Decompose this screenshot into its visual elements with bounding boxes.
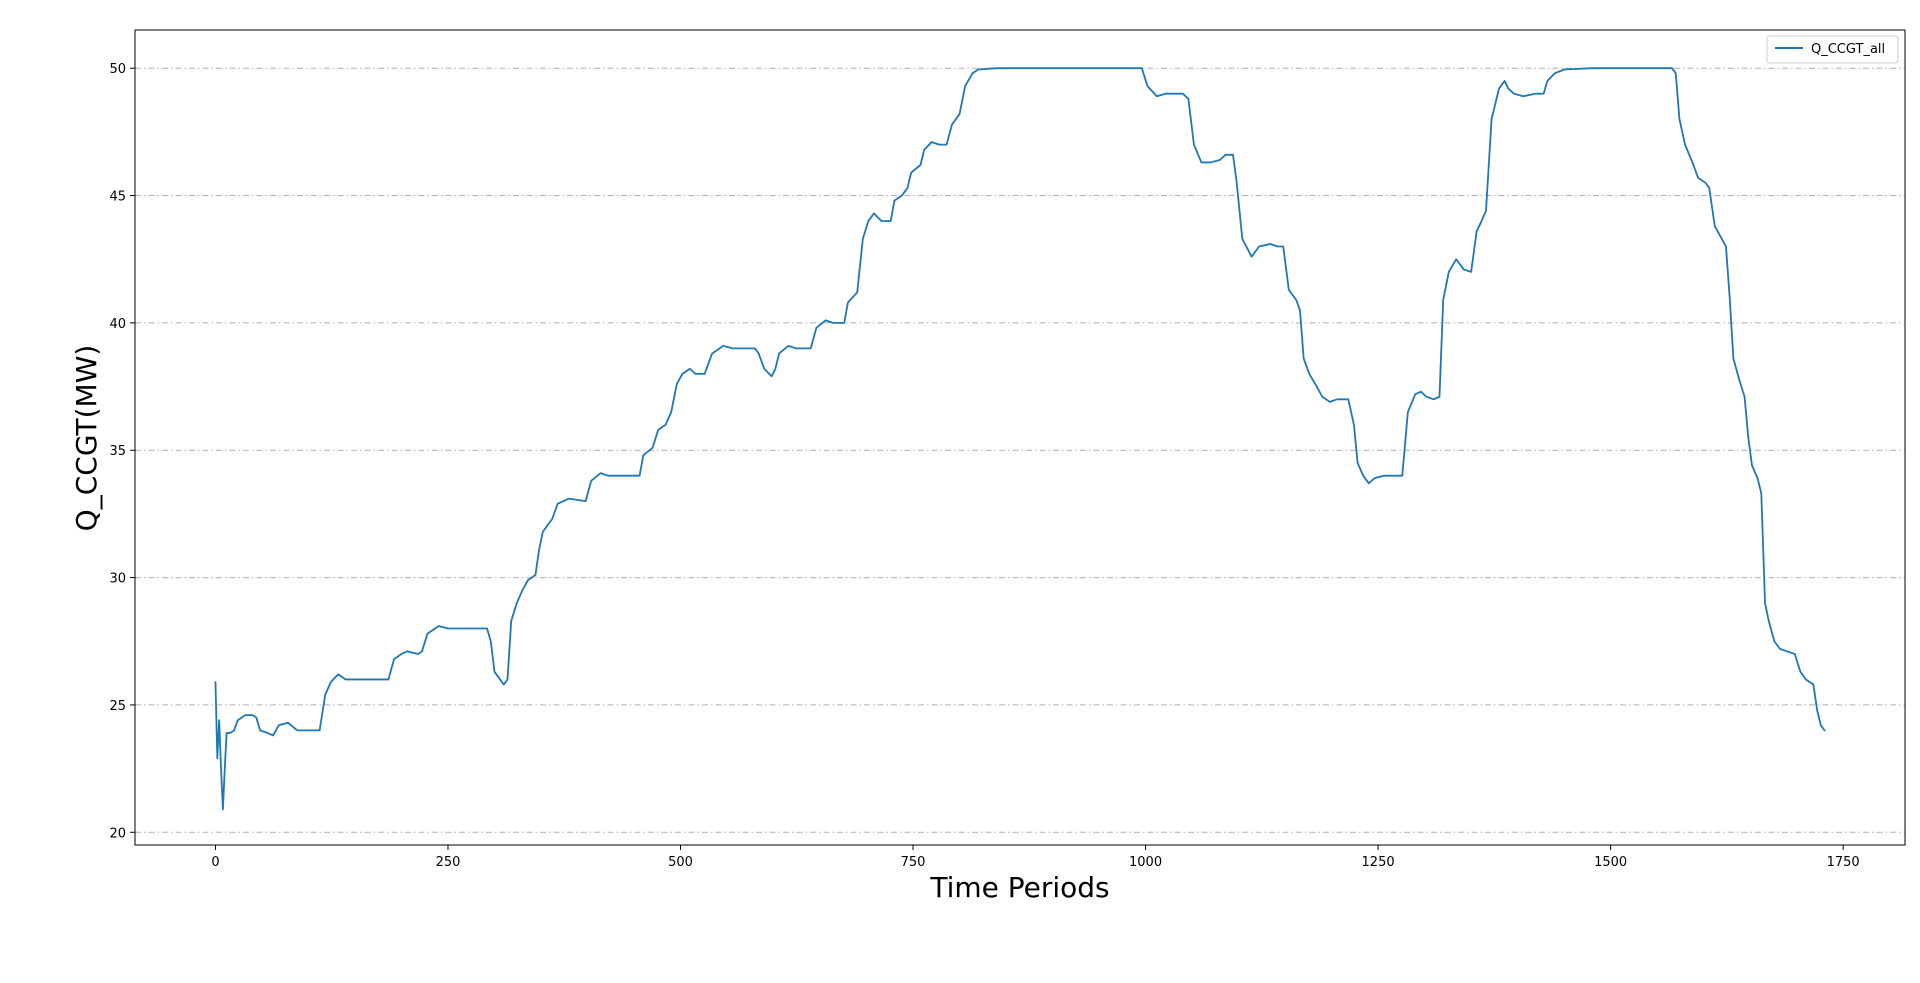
x-axis-title: Time Periods xyxy=(929,871,1109,904)
y-tick-label-20: 20 xyxy=(109,826,126,841)
y-tick-label-50: 50 xyxy=(109,62,126,77)
y-tick-label-35: 35 xyxy=(109,444,126,459)
y-axis-title: Q_CCGT(MW) xyxy=(70,345,103,532)
x-tick-label-1250: 1250 xyxy=(1362,855,1395,870)
y-axis-ticks: 20 25 30 35 40 45 50 xyxy=(109,62,135,841)
x-axis-ticks: 0 250 500 750 1000 1250 1500 1750 xyxy=(211,845,1860,870)
plot-area xyxy=(135,30,1905,845)
y-tick-label-45: 45 xyxy=(109,190,126,205)
y-tick-label-30: 30 xyxy=(109,572,126,587)
x-tick-label-1750: 1750 xyxy=(1827,855,1860,870)
x-tick-label-250: 250 xyxy=(436,855,461,870)
x-tick-label-500: 500 xyxy=(668,855,693,870)
x-tick-label-1500: 1500 xyxy=(1594,855,1627,870)
plot-frame xyxy=(134,29,1906,846)
series-lines xyxy=(214,67,1826,811)
x-tick-label-1000: 1000 xyxy=(1129,855,1162,870)
legend: Q_CCGT_all xyxy=(1766,35,1899,64)
y-tick-label-40: 40 xyxy=(109,317,126,332)
legend-label-q-ccgt-all: Q_CCGT_all xyxy=(1811,42,1885,57)
x-tick-label-0: 0 xyxy=(211,855,219,870)
legend-box xyxy=(1766,35,1899,64)
y-tick-label-25: 25 xyxy=(109,699,126,714)
x-tick-label-750: 750 xyxy=(901,855,926,870)
series-line-0 xyxy=(214,67,1826,811)
